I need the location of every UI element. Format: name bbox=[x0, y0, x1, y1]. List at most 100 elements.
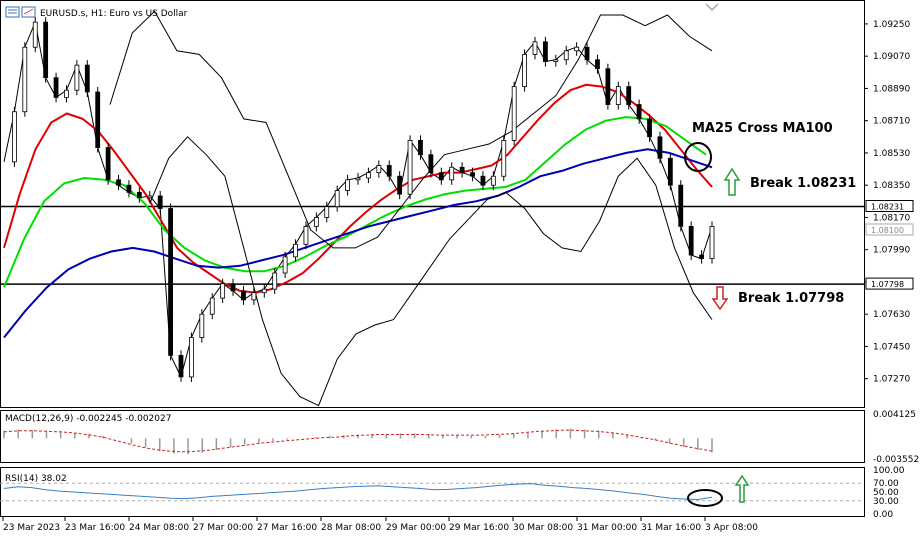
candle-body bbox=[189, 337, 194, 378]
macd-title: MACD(12,26,9) -0.002245 -0.002027 bbox=[5, 414, 171, 424]
candle-body bbox=[428, 154, 434, 174]
chevron-down-icon[interactable] bbox=[705, 3, 719, 11]
candle-body bbox=[74, 64, 80, 91]
candle-body bbox=[563, 50, 569, 61]
candle-body bbox=[397, 175, 403, 195]
candle-body bbox=[220, 283, 226, 299]
window-icon bbox=[5, 6, 36, 18]
candle-body bbox=[230, 283, 236, 292]
y-tick-label: 1.07990 bbox=[873, 246, 910, 256]
arrow-down-icon bbox=[711, 286, 729, 311]
candle-body bbox=[699, 254, 704, 260]
y-tick-label: 1.07450 bbox=[873, 342, 910, 352]
candle-body bbox=[313, 217, 319, 227]
candle-body bbox=[386, 165, 392, 177]
arrow-up-icon bbox=[723, 167, 741, 196]
candle-body bbox=[574, 46, 580, 52]
rsi-title: RSI(14) 38.02 bbox=[5, 474, 67, 484]
rsi-y-tick: 70.00 bbox=[873, 479, 899, 489]
candle-body bbox=[12, 111, 17, 163]
candle-body bbox=[64, 89, 69, 98]
x-tick-label: 30 Mar 08:00 bbox=[513, 523, 573, 533]
x-tick-label: 27 Mar 00:00 bbox=[193, 523, 253, 533]
candle-body bbox=[199, 313, 205, 338]
level-label-box bbox=[865, 200, 914, 213]
candle-body bbox=[418, 139, 423, 156]
level-label-box bbox=[865, 277, 914, 290]
candle-body bbox=[251, 292, 257, 301]
candle-body bbox=[345, 179, 350, 191]
candle-body bbox=[678, 184, 684, 227]
x-tick-label: 24 Mar 08:00 bbox=[129, 523, 189, 533]
x-tick-label: 31 Mar 00:00 bbox=[577, 523, 637, 533]
candle-body bbox=[470, 172, 475, 177]
candle-body bbox=[324, 206, 330, 218]
candle-body bbox=[366, 172, 371, 179]
candle-body bbox=[22, 46, 28, 113]
macd-y-tick: -0.003552 bbox=[873, 455, 919, 465]
annotation-break-down: Break 1.07798 bbox=[738, 291, 844, 306]
y-tick-label: 1.09250 bbox=[873, 20, 910, 30]
candle-body bbox=[95, 91, 101, 148]
candle-body bbox=[657, 136, 663, 159]
candle-body bbox=[355, 177, 361, 181]
candle-body bbox=[147, 195, 153, 199]
series-line-bb_lower bbox=[149, 136, 713, 407]
candle-body bbox=[157, 195, 163, 209]
candle-body bbox=[490, 175, 496, 186]
candle-body bbox=[32, 21, 38, 48]
candle-body bbox=[636, 104, 642, 120]
candle-body bbox=[126, 184, 132, 193]
candle-body bbox=[168, 208, 173, 356]
main-panel-frame bbox=[0, 0, 865, 408]
rsi-y-tick: 100.00 bbox=[873, 466, 905, 476]
candle-body bbox=[501, 139, 507, 177]
series-line-ma25 bbox=[3, 83, 713, 294]
x-tick-label: 23 Mar 16:00 bbox=[65, 523, 125, 533]
candle-body bbox=[272, 272, 278, 290]
candle-body bbox=[53, 77, 59, 98]
candle-body bbox=[282, 256, 288, 274]
series-line-bb_upper bbox=[109, 10, 713, 249]
candle-body bbox=[438, 172, 444, 181]
candle-body bbox=[595, 59, 600, 70]
candle-body bbox=[647, 118, 652, 138]
level-label: 1.07798 bbox=[871, 280, 904, 289]
candle-body bbox=[136, 191, 142, 199]
candle-body bbox=[303, 225, 309, 245]
x-tick-label: 3 Apr 08:00 bbox=[705, 523, 758, 533]
macd-panel-frame bbox=[0, 410, 865, 463]
rsi-line bbox=[3, 483, 713, 501]
y-tick-label: 1.08170 bbox=[873, 213, 910, 223]
candle-body bbox=[261, 288, 267, 294]
rsi-y-tick: 0.00 bbox=[873, 510, 893, 520]
candle-body bbox=[241, 290, 246, 301]
series-line-ma100 bbox=[3, 148, 713, 339]
candle-body bbox=[605, 68, 611, 105]
candle-body bbox=[480, 175, 486, 186]
rsi-highlight-ellipse bbox=[687, 489, 723, 507]
candle-body bbox=[543, 41, 548, 62]
candle-body bbox=[553, 59, 559, 62]
level-label-box bbox=[865, 223, 914, 236]
candle-body bbox=[84, 64, 90, 93]
x-tick-label: 27 Mar 16:00 bbox=[257, 523, 317, 533]
y-tick-label: 1.08530 bbox=[873, 149, 910, 159]
rsi-panel-frame bbox=[0, 467, 865, 517]
candle-body bbox=[376, 165, 382, 174]
x-tick-label: 28 Mar 08:00 bbox=[321, 523, 381, 533]
macd-signal-line bbox=[3, 429, 713, 453]
y-tick-label: 1.09070 bbox=[873, 52, 910, 62]
x-tick-label: 29 Mar 00:00 bbox=[386, 523, 446, 533]
y-tick-label: 1.07630 bbox=[873, 310, 910, 320]
macd-y-tick: 0.004125 bbox=[873, 410, 916, 420]
candle-body bbox=[511, 86, 517, 141]
candle-body bbox=[709, 225, 715, 260]
level-label: 1.08231 bbox=[871, 203, 904, 212]
candle-body bbox=[615, 86, 621, 105]
candle-body bbox=[449, 166, 455, 181]
arrow-up-icon bbox=[734, 474, 750, 503]
candle-body bbox=[667, 157, 673, 186]
y-tick-label: 1.08350 bbox=[873, 181, 910, 191]
candle-body bbox=[626, 86, 632, 105]
